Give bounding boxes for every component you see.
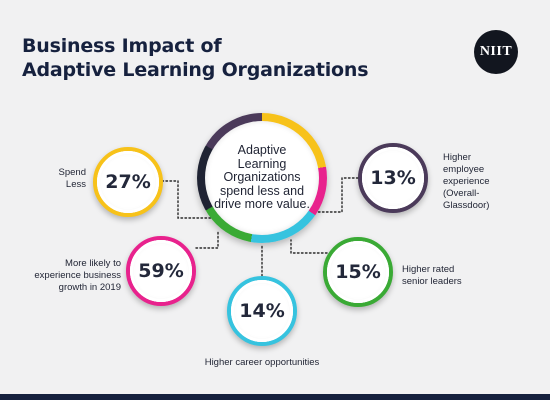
stat-circle-leaders-inner: 15% xyxy=(327,241,389,303)
title-line-2: Adaptive Learning Organizations xyxy=(22,59,369,81)
stat-value-spend: 27% xyxy=(105,171,151,193)
stat-circle-spend-inner: 27% xyxy=(97,151,159,213)
connector-employee xyxy=(313,177,359,213)
center-circle-inner: Adaptive Learning Organizations spend le… xyxy=(205,121,319,235)
infographic-title: Business Impact of Adaptive Learning Org… xyxy=(22,34,369,82)
bottom-bar xyxy=(0,394,550,400)
stat-value-leaders: 15% xyxy=(335,261,381,283)
stat-circle-growth-inner: 59% xyxy=(130,240,192,302)
connector-growth xyxy=(195,231,219,249)
stat-circle-employee: 13% xyxy=(358,143,428,213)
logo-text: NIIT xyxy=(479,44,513,59)
stat-value-growth: 59% xyxy=(138,260,184,282)
center-text: Adaptive Learning Organizations spend le… xyxy=(214,143,310,212)
stat-circle-career: 14% xyxy=(227,276,297,346)
stat-label-employee: Higher employee experience (Overall-Glas… xyxy=(443,152,490,211)
stat-circle-employee-inner: 13% xyxy=(362,147,424,209)
stat-label-spend: Spend Less xyxy=(58,167,86,190)
stat-label-growth: More likely to experience business growt… xyxy=(34,258,121,293)
stat-label-leaders: Higher rated senior leaders xyxy=(402,264,462,287)
niit-logo: NIIT xyxy=(474,30,518,74)
stat-circle-spend: 27% xyxy=(93,147,163,217)
stat-circle-career-inner: 14% xyxy=(231,280,293,342)
title-line-1: Business Impact of xyxy=(22,35,222,57)
connector-spend xyxy=(161,180,213,219)
stat-value-career: 14% xyxy=(239,300,285,322)
stat-circle-growth: 59% xyxy=(126,236,196,306)
center-circle: Adaptive Learning Organizations spend le… xyxy=(197,113,327,243)
stat-label-career: Higher career opportunities xyxy=(204,357,320,368)
stat-circle-leaders: 15% xyxy=(323,237,393,307)
connector-leaders xyxy=(290,239,328,254)
stat-value-employee: 13% xyxy=(370,167,416,189)
